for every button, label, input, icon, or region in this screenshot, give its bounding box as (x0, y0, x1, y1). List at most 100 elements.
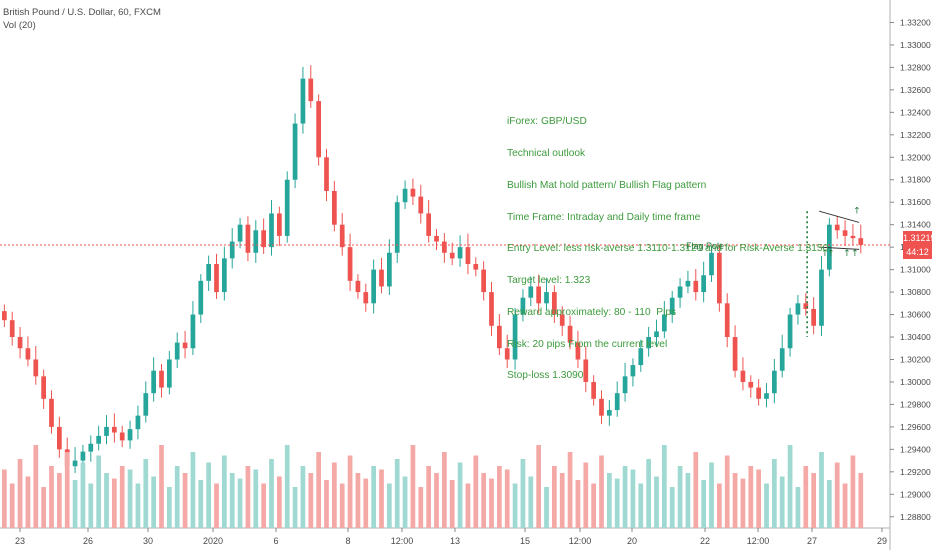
volume-bar (198, 480, 204, 528)
candle-body (198, 280, 204, 315)
price-tick-label: 1.29800 (900, 399, 931, 409)
candle-body (449, 252, 455, 259)
volume-bar (245, 466, 251, 528)
note-line: Risk: 20 pips From the current level (507, 338, 668, 350)
volume-bar (819, 452, 824, 528)
volume-bar (57, 473, 62, 528)
candle-body (795, 303, 801, 315)
volume-bar (127, 469, 133, 528)
price-tick-label: 1.31400 (900, 220, 931, 230)
volume-bar (465, 483, 471, 528)
volume-bar (80, 462, 86, 528)
volume-bar (528, 476, 534, 528)
volume-bar (803, 466, 809, 528)
volume-bar (701, 480, 706, 528)
candle-body (811, 308, 816, 326)
price-tick-label: 1.30800 (900, 287, 931, 297)
price-tick-label: 1.32000 (900, 152, 931, 162)
candle-body (292, 123, 298, 180)
price-tick-label: 1.31800 (900, 175, 931, 185)
up-arrow-icon: ↑ (821, 249, 829, 259)
volume-bar (544, 487, 549, 528)
note-line: iForex: GBP/USD (507, 116, 587, 128)
price-tick-label: 1.28800 (900, 512, 931, 522)
candle-body (355, 280, 361, 293)
candle-body (520, 297, 526, 315)
price-tick-label: 1.32200 (900, 130, 931, 140)
candle-body (756, 387, 761, 399)
candle-body (567, 325, 573, 343)
time-tick-label: 15 (520, 536, 530, 546)
plot-background (0, 0, 890, 528)
price-tick-label: 1.31000 (900, 265, 931, 275)
volume-bar (363, 478, 369, 528)
time-tick-label: 27 (807, 536, 817, 546)
candle-body (332, 190, 337, 225)
volume-bar (489, 478, 494, 528)
candle-body (662, 314, 667, 332)
candle-body (182, 342, 188, 349)
candle-body (394, 202, 400, 253)
volume-bar (442, 452, 447, 528)
volume-bar (559, 473, 565, 528)
volume-bar (355, 473, 361, 528)
candle-body (174, 342, 180, 360)
candle-body (426, 213, 431, 236)
volume-bar (253, 469, 259, 528)
note-line: Technical outlook (507, 147, 586, 159)
candle-body (536, 286, 541, 304)
candle-body (842, 230, 848, 236)
up-arrow-icon: ↑ (851, 249, 859, 259)
candle-body (717, 252, 722, 304)
candle-body (88, 443, 94, 452)
volume-bar (795, 487, 801, 528)
price-tick-label: 1.32400 (900, 107, 931, 117)
volume-bar (669, 487, 675, 528)
candle-body (677, 286, 683, 298)
volume-bar (324, 480, 329, 528)
volume-indicator-label: Vol (20) (3, 20, 36, 31)
volume-bar (379, 469, 384, 528)
volume-bar (481, 473, 486, 528)
candle-body (724, 303, 730, 338)
candle-body (418, 196, 424, 214)
volume-bar (17, 459, 23, 528)
countdown-tag: 44:12 (903, 245, 932, 259)
candle-body (119, 432, 125, 441)
candle-body (167, 359, 172, 388)
candle-body (465, 247, 471, 264)
candle-body (544, 292, 549, 304)
volume-bar (292, 487, 298, 528)
volume-bar (732, 473, 738, 528)
volume-bar (402, 476, 408, 528)
candle-body (308, 78, 314, 102)
volume-bar (222, 455, 227, 528)
candle-body (2, 311, 7, 321)
volume-bar (387, 483, 392, 528)
candle-body (787, 314, 793, 349)
candle-body (614, 393, 620, 411)
volume-bar (630, 469, 636, 528)
candle-body (442, 241, 447, 253)
volume-bar (638, 483, 644, 528)
volume-bar (261, 483, 266, 528)
volume-bar (159, 445, 164, 528)
candle-body (253, 230, 259, 253)
volume-bar (332, 462, 337, 528)
volume-bar (64, 452, 70, 528)
candle-body (284, 179, 290, 236)
candle-body (583, 359, 589, 382)
volume-bar (9, 483, 15, 528)
volume-bar (724, 455, 730, 528)
volume-bar (834, 462, 840, 528)
volume-bar (536, 445, 541, 528)
up-arrow-icon: ↑ (827, 249, 835, 259)
time-tick-label: 6 (273, 536, 278, 546)
candle-body (504, 348, 510, 360)
candle-body (277, 213, 282, 236)
volume-bar (779, 476, 785, 528)
candle-body (80, 451, 86, 461)
volume-bar (410, 445, 416, 528)
